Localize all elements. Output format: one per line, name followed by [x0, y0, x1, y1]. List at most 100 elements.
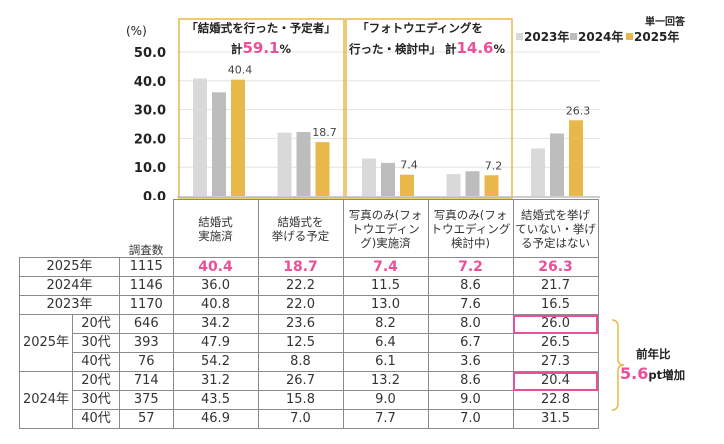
table-cell: 31.5 — [512, 409, 599, 429]
row-label: 2023年 — [19, 295, 120, 315]
bar-2023-cat1 — [277, 132, 292, 196]
table-cell: 22.2 — [257, 276, 344, 296]
sample-size: 1146 — [119, 276, 174, 296]
table-cell: 26.3 — [512, 257, 599, 277]
legend-label: 2024年 — [578, 29, 623, 44]
table-cell: 43.5 — [172, 390, 259, 410]
legend: 2023年 2024年 2025年 — [516, 29, 679, 44]
column-header-line: ていない・挙げ — [515, 221, 596, 236]
table-row: 30代 393 47.9 12.5 6.4 6.7 26.5 — [20, 333, 599, 353]
bar-2024-cat4 — [550, 133, 564, 196]
table-row: 2024年 20代 714 31.2 26.7 13.2 8.6 20.4 — [19, 371, 599, 429]
bar-data-label: 7.2 — [485, 159, 503, 172]
age-label: 30代 — [72, 390, 120, 410]
column-header-line: 結婚式を — [277, 214, 324, 229]
bar-2025-cat0 — [231, 79, 245, 196]
legend-label: 2025年 — [634, 29, 679, 44]
table-cell: 54.2 — [172, 352, 259, 372]
table-cell: 22.8 — [512, 390, 599, 410]
highlight-total-photo: 行った・検討中」 計14.6% — [348, 39, 506, 57]
column-header-line: トウエディング — [430, 221, 511, 236]
table-cell: 7.2 — [427, 257, 514, 277]
column-header: 結婚式を挙げ ていない・挙げ る予定はない — [512, 199, 599, 258]
table-cell: 36.0 — [172, 276, 259, 296]
table-cell: 15.8 — [257, 390, 344, 410]
table-cell: 47.9 — [172, 333, 259, 353]
response-type-note: 単一回答 — [645, 15, 686, 28]
y-axis-ticks: 0.0 10.0 20.0 30.0 40.0 50.0 — [134, 46, 166, 200]
highlighted-cell: 20.4 — [512, 371, 599, 391]
table-cell: 7.4 — [342, 257, 429, 277]
highlight-title-photo-line1: 「フォトウエディングを — [357, 21, 483, 35]
legend-swatch — [626, 33, 633, 40]
bar-2024-cat3 — [465, 171, 480, 196]
y-tick-label: 0.0 — [143, 190, 166, 200]
highlight-title-wedding: 「結婚式を行った・予定者」 — [186, 21, 336, 35]
column-header-line: 写真のみ(フォ — [348, 207, 423, 222]
column-header-line: グ)実施済 — [360, 235, 411, 250]
bar-2024-cat2 — [381, 162, 395, 196]
table-cell: 22.0 — [257, 295, 344, 315]
bar-2023-cat3 — [446, 174, 461, 196]
age-label: 20代 — [72, 314, 120, 334]
column-header: 写真のみ(フォ トウエディン グ)実施済 — [342, 199, 429, 258]
table-cell: 3.6 — [427, 352, 514, 372]
year-over-year-callout: 前年比 5.6pt増加 — [610, 319, 720, 411]
age-label: 40代 — [72, 352, 120, 372]
bar-2025-cat4 — [569, 120, 583, 196]
bar-2024-cat0 — [212, 92, 226, 196]
data-table: 調査数 結婚式 実施済 結婚式を 挙げる予定 写真のみ(フォ トウエディン グ)実施済 写真のみ… — [19, 199, 599, 429]
table-cell: 8.0 — [427, 314, 514, 334]
bar-data-labels: 40.4 18.7 7.4 7.2 26.3 — [228, 64, 591, 173]
column-header-line: 写真のみ(フォ — [433, 207, 508, 222]
group-label: 2024年 — [19, 371, 73, 429]
table-cell: 9.0 — [427, 390, 514, 410]
bars — [193, 78, 583, 196]
bar-data-label: 26.3 — [566, 104, 591, 117]
highlight-total-wedding: 計59.1% — [231, 39, 292, 57]
bracket-icon — [611, 319, 625, 411]
bar-chart: 0.0 10.0 20.0 30.0 40.0 50.0 (%) 40.4 18.7 7.4 7… — [126, 15, 686, 200]
callout-number: 5.6 — [620, 364, 649, 383]
bar-2025-cat2 — [400, 174, 414, 196]
bar-2025-cat3 — [484, 175, 499, 196]
table-cell: 27.3 — [512, 352, 599, 372]
table-cell: 34.2 — [172, 314, 259, 334]
table-cell: 13.2 — [342, 371, 429, 391]
table-row: 40代 76 54.2 8.8 6.1 3.6 27.3 — [20, 352, 599, 372]
y-axis-unit-label: (%) — [126, 24, 147, 38]
highlighted-cell: 26.0 — [512, 314, 599, 334]
sample-size: 714 — [119, 371, 174, 391]
table-row: 2024年 1146 36.0 22.2 11.5 8.6 21.7 — [19, 276, 599, 296]
column-header-line: 実施済 — [198, 228, 233, 243]
table-cell: 40.4 — [172, 257, 259, 277]
column-header: 写真のみ(フォ トウエディング 検討中) — [427, 199, 514, 258]
table-cell: 6.4 — [342, 333, 429, 353]
table-row: 30代 375 43.5 15.8 9.0 9.0 22.8 — [20, 390, 599, 410]
table-cell: 21.7 — [512, 276, 599, 296]
column-header-line: 検討中) — [451, 235, 490, 250]
blank-cell — [20, 200, 73, 258]
sample-size: 1170 — [119, 295, 174, 315]
y-tick-label: 20.0 — [134, 132, 166, 147]
legend-label: 2023年 — [524, 29, 569, 44]
sample-size: 393 — [119, 333, 174, 353]
legend-swatch — [516, 33, 523, 40]
sample-size: 57 — [119, 409, 174, 429]
table-cell: 7.7 — [342, 409, 429, 429]
column-header-line: 結婚式を挙げ — [521, 207, 590, 222]
table-cell: 12.5 — [257, 333, 344, 353]
bar-2023-cat0 — [193, 78, 207, 196]
table-cell: 23.6 — [257, 314, 344, 334]
table-cell: 18.7 — [257, 257, 344, 277]
y-tick-label: 10.0 — [134, 161, 166, 176]
table-cell: 7.0 — [257, 409, 344, 429]
bar-2025-cat1 — [315, 142, 330, 196]
callout-suffix: pt増加 — [648, 368, 686, 382]
callout-label: 前年比 — [636, 347, 671, 361]
table-cell: 8.8 — [257, 352, 344, 372]
table-row: 2025年 1115 40.4 18.7 7.4 7.2 26.3 — [19, 257, 599, 277]
bar-data-label: 18.7 — [312, 126, 337, 139]
bar-data-label: 7.4 — [400, 159, 418, 172]
blank-cell — [73, 200, 120, 258]
